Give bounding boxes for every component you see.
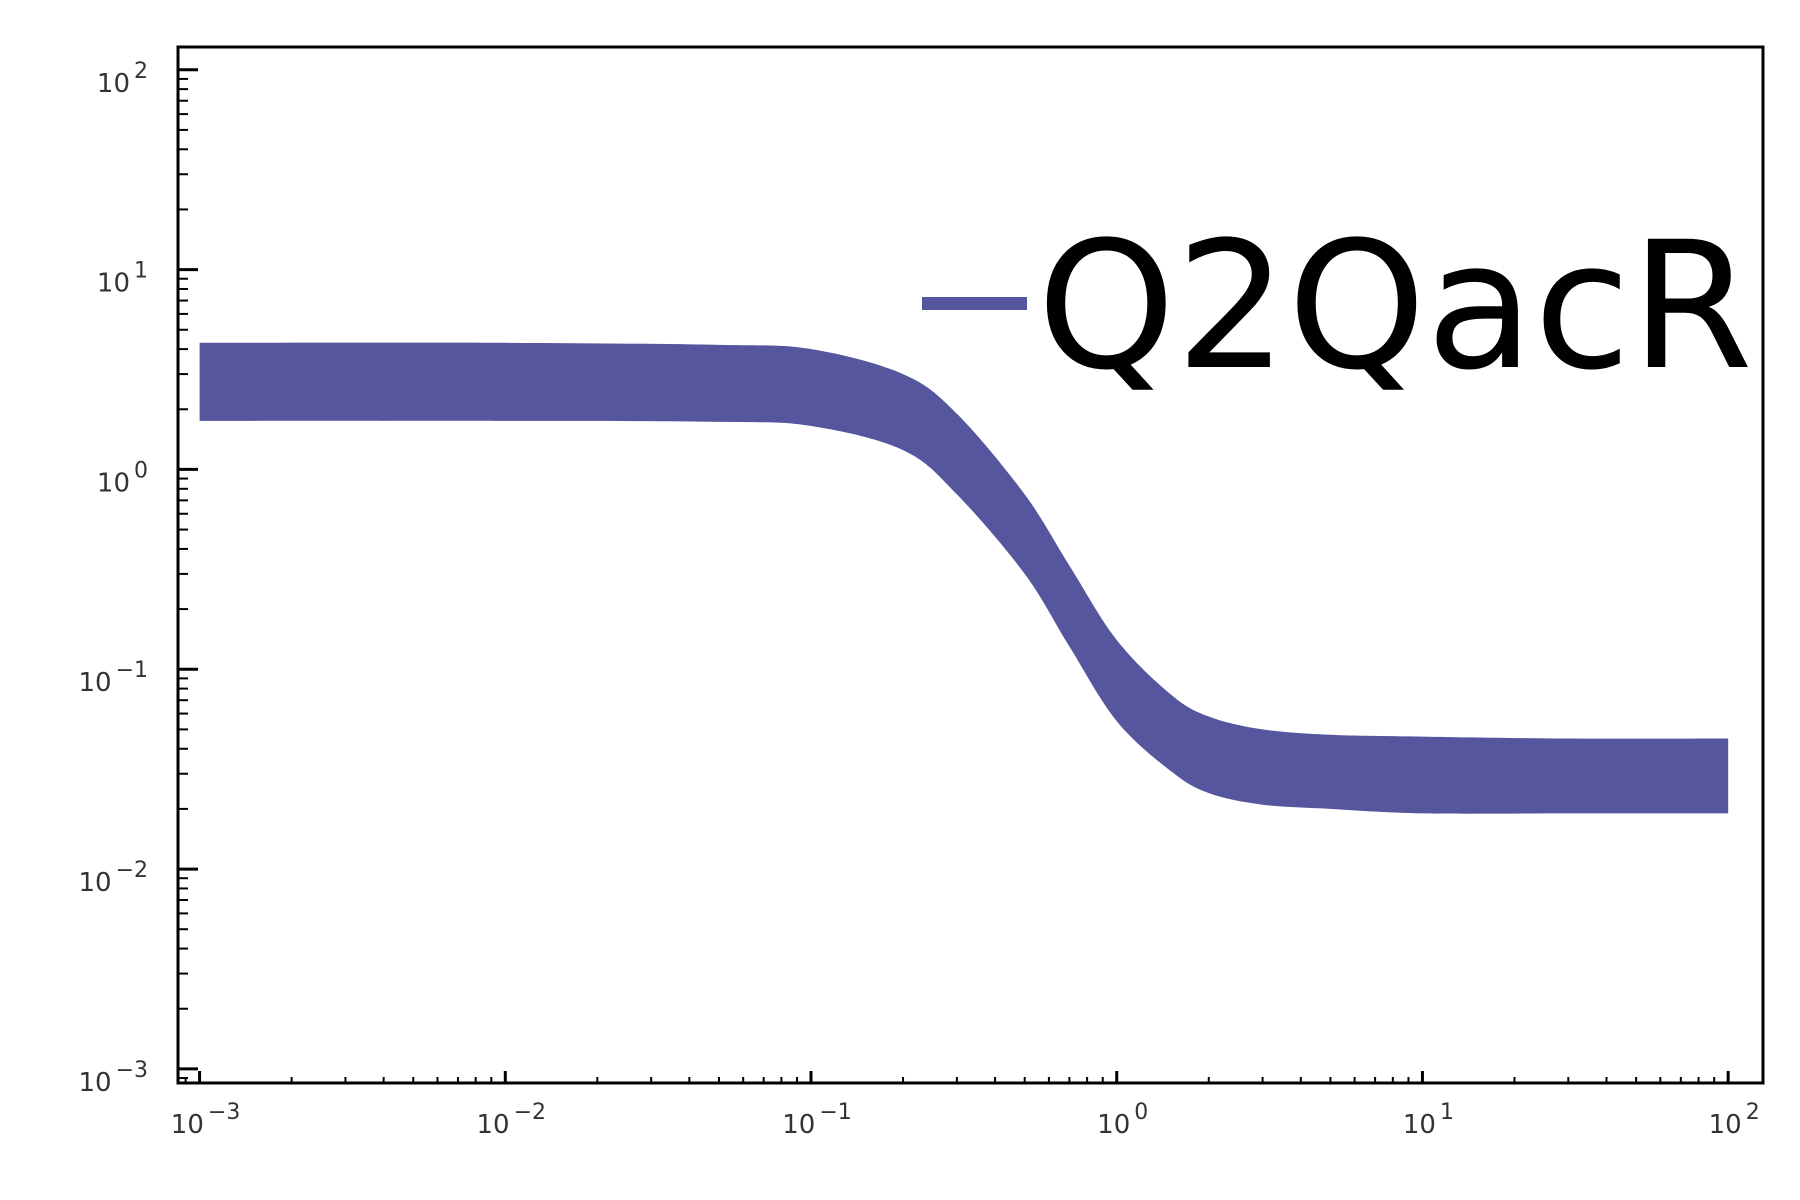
y-tick-label: 10 0 bbox=[97, 458, 148, 498]
series-band-0 bbox=[199, 342, 1729, 814]
legend-label: Q2QacR bbox=[1037, 204, 1753, 409]
y-tick-label: 10 2 bbox=[97, 59, 148, 99]
x-tick-label: 10 1 bbox=[1403, 1100, 1454, 1140]
x-tick-label: 10 −2 bbox=[477, 1100, 547, 1140]
y-tick-label: 10 −1 bbox=[78, 658, 148, 698]
x-axis: 10 −3 10 −2 10 −1 10 0 10 1 10 2 bbox=[171, 1071, 1760, 1140]
x-tick-label: 10 2 bbox=[1709, 1100, 1760, 1140]
y-tick-label: 10 1 bbox=[97, 259, 148, 299]
legend-swatch bbox=[922, 297, 1027, 310]
y-tick-label: 10 −3 bbox=[78, 1058, 148, 1098]
y-tick-label: 10 −2 bbox=[78, 858, 148, 898]
x-tick-label: 10 −3 bbox=[171, 1100, 241, 1140]
x-tick-label: 10 −1 bbox=[782, 1100, 852, 1140]
plot-frame bbox=[176, 45, 1765, 1085]
legend: Q2QacR bbox=[922, 204, 1753, 409]
series-layer bbox=[199, 342, 1729, 814]
x-tick-label: 10 0 bbox=[1097, 1100, 1148, 1140]
